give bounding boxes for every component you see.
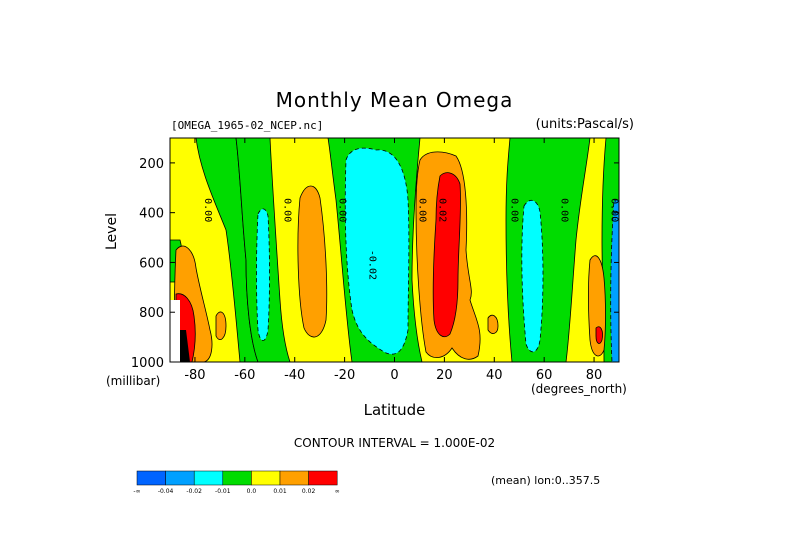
colorbar-label: 0.0 (247, 488, 257, 495)
colorbar-swatch (222, 470, 252, 486)
x-tick-label: -40 (284, 368, 305, 383)
region-cyan-central (344, 147, 410, 355)
x-tick-label: -20 (334, 368, 355, 383)
colorbar: -∞ -0.04 -0.02 -0.01 0.0 0.01 0.02 ∞ (133, 470, 340, 495)
region-red-tropics (432, 172, 461, 337)
contour-label: 0.00 (559, 198, 570, 222)
contour-label: 0.02 (436, 198, 447, 222)
x-tick-label: 60 (536, 368, 553, 383)
colorbar-swatch (136, 470, 166, 486)
contour-label: 0.00 (202, 198, 213, 222)
units-label: (units:Pascal/s) (535, 117, 634, 132)
y-tick-label: 200 (139, 157, 164, 172)
region-orange-small-1 (215, 311, 227, 340)
x-tick-label: -80 (184, 368, 205, 383)
colorbar-label: ∞ (335, 488, 340, 495)
y-tick-label: 1000 (131, 356, 164, 371)
colorbar-swatch (251, 470, 281, 486)
region-cyan-north (521, 199, 544, 353)
x-tick-label: 0 (390, 368, 398, 383)
colorbar-swatch (308, 470, 338, 486)
x-axis: -80 -60 -40 -20 0 20 40 60 80 (184, 138, 602, 383)
colorbar-label: -∞ (133, 488, 140, 495)
colorbar-swatch (193, 470, 224, 486)
contour-labels: 0.00 0.00 0.00 -0.02 0.00 0.02 0.00 0.00 0.00 (202, 198, 620, 280)
colorbar-label: -0.02 (186, 488, 202, 495)
x-axis-unit: (degrees_north) (531, 382, 627, 396)
x-tick-label: 80 (586, 368, 603, 383)
contour-label: -0.02 (367, 250, 378, 280)
colorbar-label: -0.04 (158, 488, 174, 495)
region-blue-northpole (610, 199, 619, 362)
region-cyan-south (256, 208, 270, 341)
plot-fill (170, 138, 619, 362)
y-tick-label: 400 (139, 207, 164, 222)
file-label: [OMEGA_1965-02_NCEP.nc] (171, 119, 324, 132)
colorbar-label: 0.01 (273, 488, 287, 495)
mean-label: (mean) lon:0..357.5 (491, 474, 601, 487)
region-orange-south-mid (297, 185, 328, 338)
x-axis-title: Latitude (363, 401, 426, 419)
colorbar-label: -0.01 (215, 488, 231, 495)
region-missing-data (170, 300, 180, 362)
contour-label: 0.00 (337, 198, 348, 222)
region-red-north (595, 326, 603, 344)
y-axis: 200 400 600 800 1000 (131, 157, 619, 371)
colorbar-label: 0.02 (302, 488, 316, 495)
x-tick-label: 20 (436, 368, 453, 383)
y-tick-label: 600 (139, 256, 164, 271)
colorbar-swatch (279, 470, 309, 486)
contour-interval-label: CONTOUR INTERVAL = 1.000E-02 (293, 436, 496, 450)
x-tick-label: 40 (486, 368, 503, 383)
x-tick-label: -60 (234, 368, 255, 383)
page-title: Monthly Mean Omega (275, 88, 514, 112)
y-axis-unit: (millibar) (106, 374, 161, 388)
y-axis-title: Level (104, 213, 120, 250)
contour-label: 0.00 (282, 198, 293, 222)
colorbar-swatch (165, 470, 195, 486)
contour-label: 0.00 (509, 198, 520, 222)
y-tick-label: 800 (139, 306, 164, 321)
contour-label: 0.00 (416, 198, 427, 222)
contour-label: 0.00 (609, 198, 620, 222)
region-orange-small-2 (487, 314, 499, 334)
